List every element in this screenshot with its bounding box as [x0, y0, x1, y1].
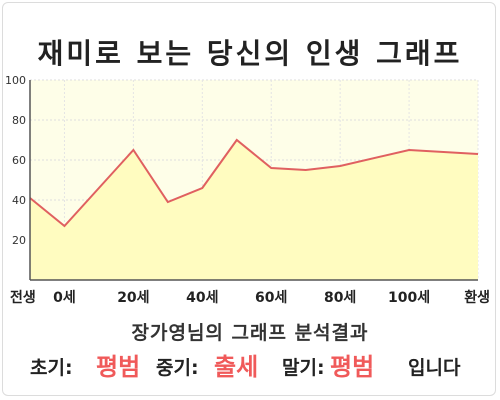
early-label: 초기: — [30, 357, 73, 379]
middle-value: 출세 — [214, 353, 259, 381]
x-tick-label: 60세 — [255, 290, 287, 306]
x-tick-label: 80세 — [324, 290, 356, 306]
late-value: 평범 — [330, 353, 375, 381]
x-tick-label: 전생 — [10, 289, 36, 306]
x-tick-label: 40세 — [186, 290, 218, 306]
life-graph-chart: 20 40 60 80 100 전생 0세 20세 40세 60세 80세 100세 환생 — [5, 74, 490, 306]
y-tick-label: 60 — [12, 154, 26, 167]
analysis-result-row: 초기: 평범 중기: 출세 말기: 평범 입니다 — [0, 347, 500, 381]
x-tick-label: 0세 — [53, 290, 76, 306]
y-tick-label: 40 — [12, 194, 26, 207]
x-tick-label: 100세 — [388, 290, 430, 306]
y-tick-label: 20 — [12, 234, 26, 247]
ending-text: 입니다 — [408, 357, 461, 379]
series-line — [29, 138, 479, 228]
y-tick-label: 80 — [12, 114, 26, 127]
early-value: 평범 — [96, 353, 141, 381]
page-title: 재미로 보는 당신의 인생 그래프 — [37, 37, 463, 70]
analysis-subtitle: 장가영님의 그래프 분석결과 — [131, 322, 369, 344]
middle-label: 중기: — [156, 357, 199, 379]
card-frame — [2, 2, 496, 396]
area-fill — [30, 140, 478, 280]
x-tick-label: 환생 — [464, 289, 490, 306]
y-tick-label: 100 — [5, 74, 26, 87]
x-tick-label: 20세 — [117, 290, 149, 306]
late-label: 말기: — [282, 357, 325, 379]
